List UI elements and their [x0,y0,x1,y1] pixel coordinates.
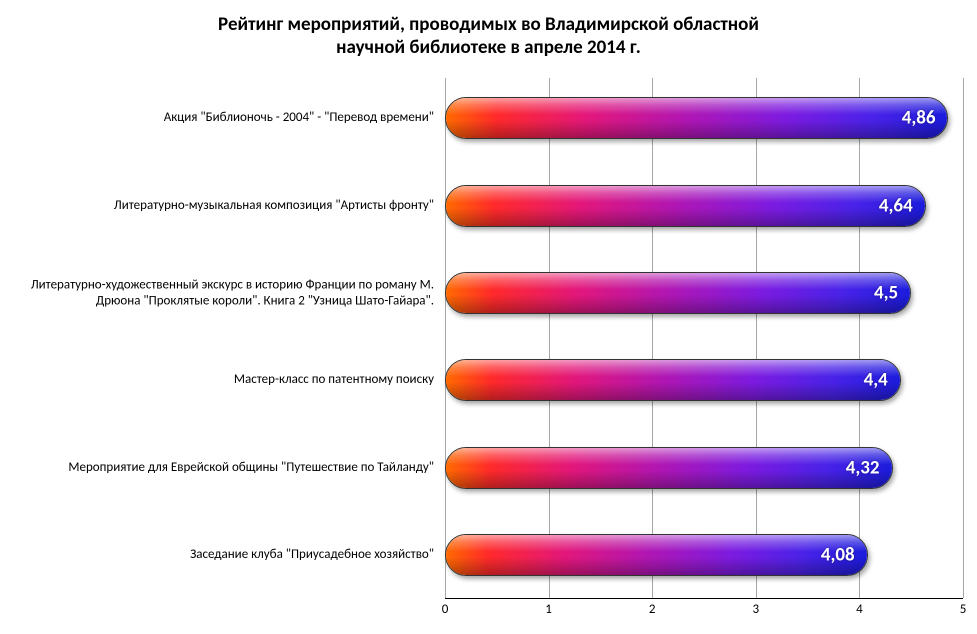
chart-title: Рейтинг мероприятий, проводимых во Влади… [0,0,977,60]
chart-title-line2: научной библиотеке в апреле 2014 г. [336,36,641,59]
x-tick-label: 4 [856,602,863,617]
bar: 4,4 [445,359,901,401]
bar-gloss [446,186,925,226]
gridline [963,78,964,598]
y-category-label: Заседание клуба "Приусадебное хозяйство" [4,547,438,563]
y-category-label: Литературно-музыкальная композиция "Арти… [4,198,438,214]
bar-value-label: 4,32 [846,457,880,480]
y-category-label: Литературно-художественный экскурс в ист… [4,277,438,308]
bar: 4,86 [445,97,948,139]
x-tick-label: 1 [545,602,552,617]
plot-area: 4,864,644,54,44,324,08 012345 [445,78,963,610]
bar-gloss [446,360,900,400]
bar-gloss [446,273,910,313]
bar: 4,08 [445,534,868,576]
chart-title-line1: Рейтинг мероприятий, проводимых во Влади… [218,13,759,36]
y-category-label: Акция "Библионочь - 2004" - "Перевод вре… [4,110,438,126]
bar-value-label: 4,5 [874,282,898,305]
x-tick-label: 0 [442,602,449,617]
y-axis-labels: Акция "Библионочь - 2004" - "Перевод вре… [0,78,438,598]
bar-row: 4,86 [445,97,948,139]
bar-value-label: 4,4 [864,369,888,392]
bar-gloss [446,535,867,575]
x-axis-line [445,598,963,599]
bar-value-label: 4,86 [902,107,936,130]
bar: 4,32 [445,447,893,489]
bars-container: 4,86 4,64 4,5 4,4 4,32 4,08 [445,78,963,598]
x-tick-label: 2 [649,602,656,617]
bar-row: 4,5 [445,272,911,314]
y-category-label: Мастер-класс по патентному поиску [4,372,438,388]
bar: 4,64 [445,185,926,227]
x-tick-label: 5 [960,602,967,617]
bar-row: 4,4 [445,359,901,401]
bar-value-label: 4,64 [879,195,913,218]
bar-row: 4,08 [445,534,868,576]
rating-bar-chart: Рейтинг мероприятий, проводимых во Влади… [0,0,977,634]
bar-row: 4,32 [445,447,893,489]
bar-gloss [446,98,947,138]
bar-gloss [446,448,892,488]
bar: 4,5 [445,272,911,314]
y-category-label: Мероприятие для Еврейской общины "Путеше… [4,460,438,476]
bar-value-label: 4,08 [821,544,855,567]
x-tick-label: 3 [753,602,760,617]
bar-row: 4,64 [445,185,926,227]
